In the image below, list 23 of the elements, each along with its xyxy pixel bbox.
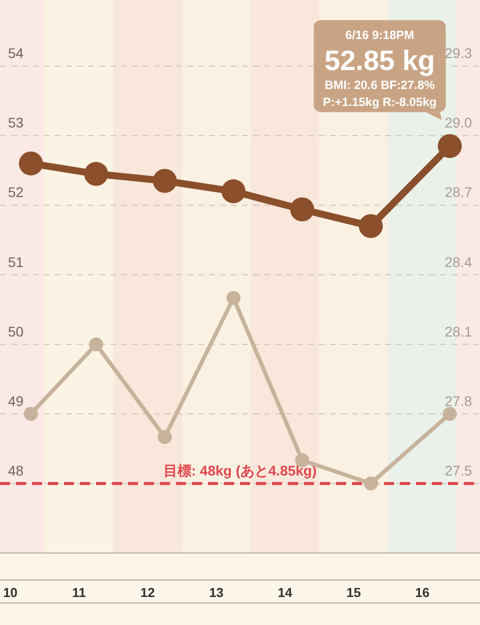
y2-tick-label: 29.0: [444, 114, 472, 131]
y2-tick-label: 28.4: [444, 254, 472, 270]
x-tick-label: 12: [140, 585, 155, 600]
y-tick-label: 51: [8, 254, 24, 270]
y-tick-label: 53: [8, 114, 24, 131]
y-tick-label: 49: [8, 392, 24, 409]
x-tick-label: 10: [3, 585, 18, 600]
y2-tick-label: 29.3: [444, 45, 472, 62]
x-tick-label: 16: [415, 585, 430, 600]
y-tick-label: 50: [8, 323, 24, 340]
y-tick-label: 54: [8, 45, 24, 62]
y2-tick-label: 28.1: [444, 323, 472, 340]
y2-tick-label: 27.8: [444, 392, 472, 409]
x-tick-label: 15: [346, 585, 361, 600]
y-tick-label: 52: [8, 184, 24, 200]
y-tick-label: 48: [8, 462, 24, 478]
x-tick-label: 13: [209, 585, 224, 600]
y2-tick-label: 27.5: [444, 462, 472, 478]
annotation: 6/16 9:18PM 52.85 kg BMI: 20.6 BF:27.8% P:+1.15kg R:-8.05kg: [322, 28, 437, 110]
x-tick-label: 14: [278, 585, 293, 600]
x-tick-label: 11: [72, 585, 86, 600]
ref-line-label: 目標: 48kg (あと4.85kg): [163, 462, 317, 478]
y2-tick-label: 28.7: [444, 184, 472, 200]
